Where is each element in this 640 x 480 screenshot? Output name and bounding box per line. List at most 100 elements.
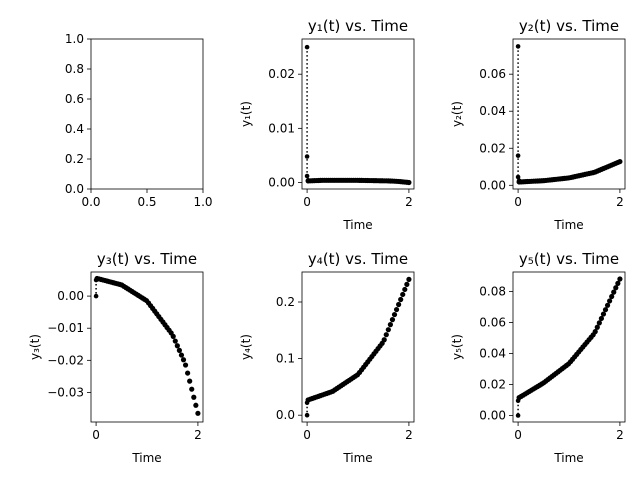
subplot-title: y₂(t) vs. Time xyxy=(519,17,619,35)
y-tick-label: 0.00 xyxy=(479,408,506,422)
data-point xyxy=(174,343,180,349)
data-point xyxy=(402,286,408,293)
axes-frame xyxy=(90,271,204,423)
subplot-3: y₃(t) vs. Time 0 2 0.00 −0.01 −0.02 −0.03 Time y… xyxy=(28,250,204,465)
x-tick-label: 0.5 xyxy=(137,195,156,209)
data-point xyxy=(176,347,182,353)
data-point xyxy=(611,289,617,295)
data-point xyxy=(304,154,310,159)
data-point xyxy=(515,174,521,180)
y-axis-label: y₁(t) xyxy=(239,101,253,127)
data-point xyxy=(304,173,310,179)
data-point xyxy=(600,311,607,317)
data-point xyxy=(93,293,99,299)
data-point xyxy=(187,378,193,384)
subplot-5: y₅(t) vs. Time 0 2 0.00 0.02 0.04 0.06 0.08 Time… xyxy=(450,250,626,465)
x-tick-label: 2 xyxy=(405,428,413,442)
data-point xyxy=(396,301,402,308)
data-point xyxy=(178,352,185,358)
y-tick-label: 1.0 xyxy=(65,32,84,46)
subplot-title: y₄(t) vs. Time xyxy=(308,250,408,268)
subplot-title: y₁(t) vs. Time xyxy=(308,17,408,35)
data-point xyxy=(304,44,310,50)
x-tick-label: 2 xyxy=(616,428,624,442)
data-point xyxy=(515,413,521,418)
y-tick-label: −0.02 xyxy=(47,353,84,367)
data-point xyxy=(189,386,195,392)
y-tick-label: −0.03 xyxy=(47,385,84,399)
data-point xyxy=(191,394,197,400)
data-point xyxy=(387,322,393,328)
y-tick-label: 0.08 xyxy=(479,284,506,298)
y-tick-label: 0.04 xyxy=(479,104,506,118)
axes-frame xyxy=(512,38,626,190)
x-tick-label: 0.0 xyxy=(81,195,100,209)
data-point xyxy=(182,362,189,368)
data-point xyxy=(193,402,199,408)
y-tick-label: 0.0 xyxy=(276,408,295,422)
x-axis-label: Time xyxy=(553,451,583,465)
axes-frame xyxy=(301,271,415,423)
x-tick-label: 0 xyxy=(514,428,522,442)
data-point xyxy=(381,337,387,343)
y-tick-label: 0.02 xyxy=(268,67,295,81)
data-point xyxy=(598,315,604,322)
x-axis-label: Time xyxy=(131,451,161,465)
y-tick-label: 0.2 xyxy=(65,152,84,166)
data-point xyxy=(592,329,598,335)
data-point xyxy=(602,307,609,313)
x-tick-label: 2 xyxy=(194,428,202,442)
axes-frame xyxy=(512,271,626,423)
data-point xyxy=(400,291,406,298)
y-axis-label: y₄(t) xyxy=(239,334,253,360)
data-point xyxy=(404,281,410,287)
axes-frame xyxy=(90,38,204,190)
data-point xyxy=(195,410,201,416)
y-tick-label: 0.4 xyxy=(65,122,84,136)
y-tick-label: 0.06 xyxy=(479,67,506,81)
data-point xyxy=(389,317,396,323)
data-point xyxy=(398,296,404,303)
subplot-4: y₄(t) vs. Time 0 2 0.0 0.1 0.2 Time y₄(t) xyxy=(239,250,415,465)
data-point xyxy=(172,338,178,344)
subplot-2: y₂(t) vs. Time 0 2 0.00 0.02 0.04 0.06 Time y₂(t… xyxy=(450,17,626,232)
y-axis-label: y₃(t) xyxy=(28,334,42,360)
y-tick-label: 0.06 xyxy=(479,315,506,329)
x-tick-label: 0 xyxy=(92,428,100,442)
data-point xyxy=(406,276,412,282)
y-tick-label: 0.6 xyxy=(65,92,84,106)
x-tick-label: 0 xyxy=(303,428,311,442)
y-tick-label: 0.01 xyxy=(268,121,295,135)
data-point xyxy=(607,298,613,304)
x-tick-label: 1.0 xyxy=(193,195,212,209)
y-tick-label: −0.01 xyxy=(47,321,84,335)
y-tick-label: 0.1 xyxy=(276,352,295,366)
y-tick-label: 0.8 xyxy=(65,62,84,76)
y-tick-label: 0.00 xyxy=(268,176,295,190)
y-tick-label: 0.00 xyxy=(57,289,84,303)
data-point xyxy=(515,153,521,158)
axes-frame xyxy=(301,38,415,190)
x-axis-label: Time xyxy=(342,218,372,232)
y-axis-label: y₂(t) xyxy=(450,101,464,127)
y-axis-label: y₅(t) xyxy=(450,334,464,360)
subplot-title: y₅(t) vs. Time xyxy=(519,250,619,268)
data-point xyxy=(609,293,615,300)
data-point xyxy=(383,332,389,338)
y-tick-label: 0.04 xyxy=(479,346,506,360)
data-point xyxy=(170,333,176,339)
subplot-title: y₃(t) vs. Time xyxy=(97,250,197,268)
x-tick-label: 0 xyxy=(514,195,522,209)
data-point xyxy=(594,324,600,330)
data-point xyxy=(406,179,412,186)
data-point xyxy=(393,306,400,313)
y-tick-label: 0.2 xyxy=(276,295,295,309)
y-tick-label: 0.02 xyxy=(479,141,506,155)
x-tick-label: 2 xyxy=(616,195,624,209)
data-point xyxy=(304,412,310,418)
data-point xyxy=(391,311,398,318)
data-point xyxy=(596,320,602,326)
data-point xyxy=(515,44,521,49)
x-axis-label: Time xyxy=(553,218,583,232)
